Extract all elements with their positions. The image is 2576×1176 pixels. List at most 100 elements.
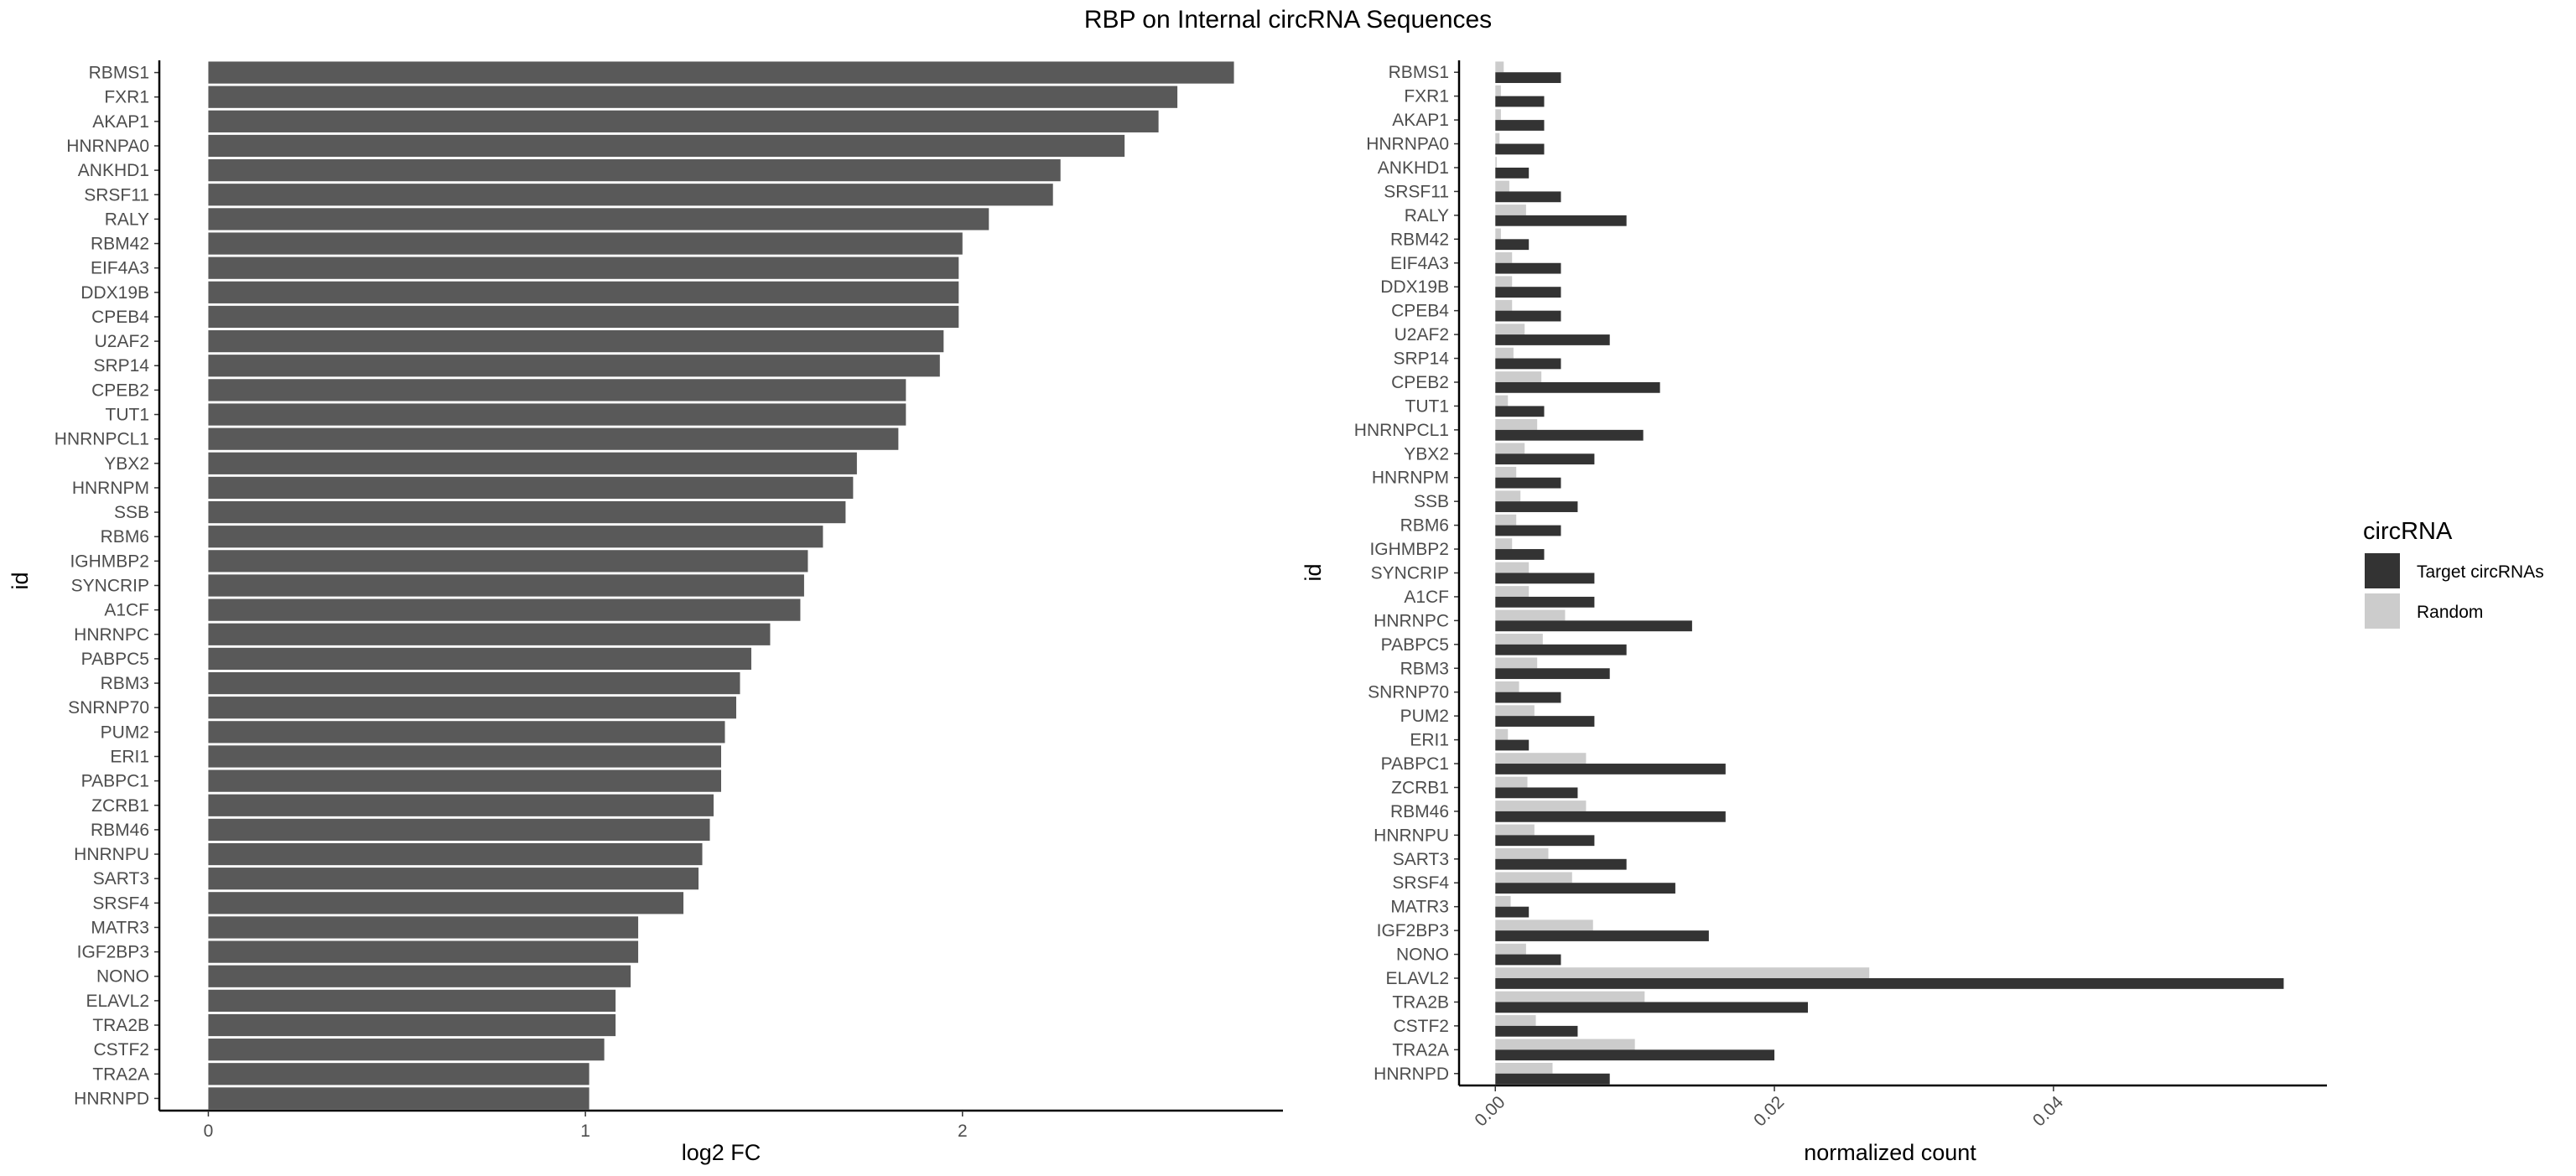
right-bar-random-matr3 <box>1495 895 1511 907</box>
right-bar-target-igf2bp3 <box>1495 930 1709 941</box>
right-bar-random-tra2a <box>1495 1039 1635 1050</box>
left-bar-srsf4 <box>208 892 684 914</box>
right-category-label-zcrb1: ZCRB1 <box>1391 778 1449 797</box>
right-category-label-cstf2: CSTF2 <box>1393 1017 1449 1036</box>
left-category-label-rbm42: RBM42 <box>91 235 149 254</box>
left-bar-pum2 <box>208 721 725 743</box>
right-bar-target-cstf2 <box>1495 1025 1578 1037</box>
left-category-label-cstf2: CSTF2 <box>93 1040 149 1059</box>
left-bar-tut1 <box>208 403 906 426</box>
right-bar-target-tra2b <box>1495 1002 1808 1013</box>
right-bar-random-hnrnpd <box>1495 1062 1553 1074</box>
right-bar-target-matr3 <box>1495 906 1530 918</box>
right-bar-random-srp14 <box>1495 347 1514 359</box>
right-category-label-nono: NONO <box>1396 945 1449 965</box>
left-category-label-ybx2: YBX2 <box>104 454 149 474</box>
left-category-label-hnrnpa0: HNRNPA0 <box>66 137 149 156</box>
left-x-axis-title: log2 FC <box>682 1140 761 1165</box>
left-bar-tra2b <box>208 1013 616 1037</box>
right-category-label-ssb: SSB <box>1414 492 1449 511</box>
left-bar-raly <box>208 208 989 231</box>
left-category-label-srsf11: SRSF11 <box>84 185 149 205</box>
right-bar-target-u2af2 <box>1495 334 1610 345</box>
left-bar-cstf2 <box>208 1039 605 1061</box>
right-bar-random-rbm6 <box>1495 514 1517 526</box>
right-bar-random-eri1 <box>1495 728 1509 740</box>
left-category-label-srsf4: SRSF4 <box>92 894 149 913</box>
right-bar-target-ddx19b <box>1495 287 1561 298</box>
right-bar-target-srsf11 <box>1495 191 1561 203</box>
left-bar-rbm42 <box>208 232 963 255</box>
right-category-label-ddx19b: DDX19B <box>1380 277 1449 297</box>
left-bar-cpeb4 <box>208 305 959 329</box>
left-bar-ssb <box>208 500 846 524</box>
right-category-label-raly: RALY <box>1405 206 1449 225</box>
right-bar-random-ssb <box>1495 490 1521 502</box>
right-bar-random-u2af2 <box>1495 324 1525 335</box>
left-category-label-rbm46: RBM46 <box>91 821 149 840</box>
right-bar-random-akap1 <box>1495 109 1501 121</box>
right-bar-target-ighmbp2 <box>1495 549 1545 560</box>
right-bar-random-syncrip <box>1495 562 1530 573</box>
left-bar-rbm3 <box>208 671 740 695</box>
right-category-label-pabpc1: PABPC1 <box>1381 754 1449 774</box>
right-bar-target-eif4a3 <box>1495 262 1561 274</box>
left-bar-rbms1 <box>208 61 1234 84</box>
right-bar-random-srsf11 <box>1495 180 1509 192</box>
left-x-tick-label-1: 1 <box>580 1122 590 1141</box>
right-category-label-hnrnpcl1: HNRNPCL1 <box>1354 421 1449 440</box>
left-bar-matr3 <box>208 916 639 939</box>
right-bar-target-hnrnpu <box>1495 835 1595 847</box>
left-x-tick-label-0: 0 <box>204 1122 214 1141</box>
right-category-label-ankhd1: ANKHD1 <box>1378 158 1449 178</box>
right-category-label-sart3: SART3 <box>1393 850 1449 869</box>
left-category-label-srp14: SRP14 <box>93 356 149 376</box>
right-x-tick-label-0-04: 0.04 <box>2029 1092 2067 1130</box>
left-bar-u2af2 <box>208 329 944 353</box>
left-bar-rbm46 <box>208 818 710 842</box>
right-bar-target-zcrb1 <box>1495 787 1578 799</box>
right-category-label-igf2bp3: IGF2BP3 <box>1377 921 1449 940</box>
left-bar-akap1 <box>208 110 1159 132</box>
right-bar-random-srsf4 <box>1495 872 1572 883</box>
right-category-labels: RBMS1 FXR1 AKAP1 HNRNPA0 ANKHD1 SRSF11 RALY RBM… <box>1354 63 1450 1084</box>
left-bar-hnrnpu <box>208 842 703 866</box>
right-bar-target-hnrnpc <box>1495 620 1692 632</box>
right-bar-random-rbm42 <box>1495 228 1501 240</box>
right-bar-random-hnrnpu <box>1495 824 1535 836</box>
left-category-label-eif4a3: EIF4A3 <box>91 259 149 278</box>
right-x-tick-label-0-02: 0.02 <box>1750 1092 1788 1130</box>
right-category-label-tut1: TUT1 <box>1405 396 1450 416</box>
left-category-label-rbm3: RBM3 <box>101 674 149 693</box>
right-bar-target-pum2 <box>1495 716 1595 727</box>
right-category-label-hnrnpc: HNRNPC <box>1374 611 1449 630</box>
left-category-label-ssb: SSB <box>114 503 149 522</box>
right-bar-random-cstf2 <box>1495 1015 1536 1026</box>
left-bar-srp14 <box>208 355 940 377</box>
right-bar-target-hnrnpa0 <box>1495 143 1545 155</box>
left-bar-hnrnpd <box>208 1087 589 1110</box>
left-category-label-raly: RALY <box>105 210 149 229</box>
left-bar-cpeb2 <box>208 379 906 401</box>
right-bar-random-cpeb2 <box>1495 371 1542 382</box>
left-bar-pabpc5 <box>208 647 751 671</box>
right-bar-random-nono <box>1495 943 1526 955</box>
right-category-label-pum2: PUM2 <box>1400 707 1449 726</box>
left-axes: 0 1 2 <box>154 60 1283 1141</box>
right-bar-random-ddx19b <box>1495 276 1513 288</box>
left-category-label-elavl2: ELAVL2 <box>86 992 150 1011</box>
right-bar-random-ybx2 <box>1495 443 1525 454</box>
right-category-label-rbm46: RBM46 <box>1390 802 1449 821</box>
legend-label-random: Random <box>2417 603 2483 622</box>
right-category-label-hnrnpa0: HNRNPA0 <box>1366 135 1449 154</box>
right-category-label-eri1: ERI1 <box>1410 731 1449 750</box>
legend-label-target: Target circRNAs <box>2417 562 2544 582</box>
right-category-label-syncrip: SYNCRIP <box>1371 564 1449 583</box>
right-bar-random-hnrnpc <box>1495 609 1566 621</box>
right-x-tick-label-0-00: 0.00 <box>1471 1092 1509 1130</box>
right-bar-random-rbm46 <box>1495 800 1587 811</box>
right-bar-random-igf2bp3 <box>1495 920 1593 931</box>
right-bar-random-hnrnpa0 <box>1495 132 1500 144</box>
right-category-label-u2af2: U2AF2 <box>1394 325 1449 345</box>
left-bar-zcrb1 <box>208 794 714 816</box>
